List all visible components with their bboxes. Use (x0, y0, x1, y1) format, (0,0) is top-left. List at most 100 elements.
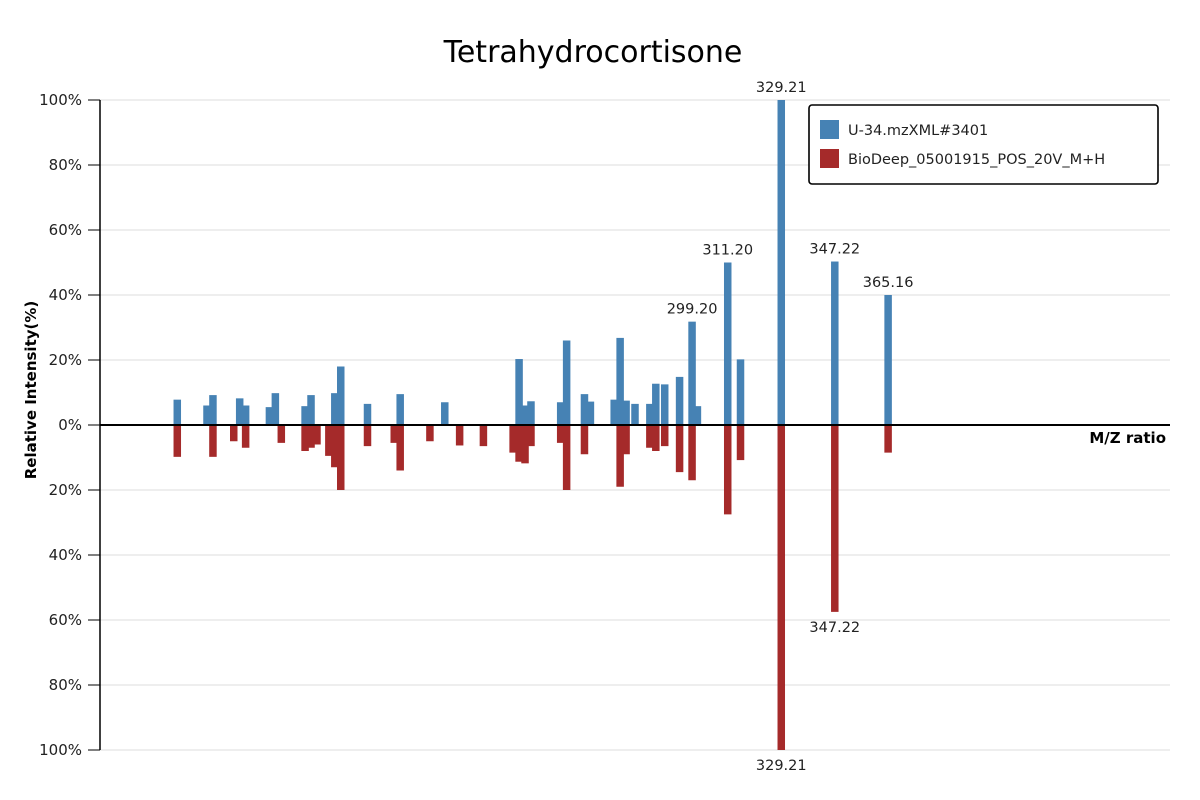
bar-query-peak (631, 403, 639, 425)
y-tick-label: 20% (49, 481, 82, 499)
bar-query-peak (271, 393, 280, 425)
bar-reference-peak (337, 425, 345, 490)
bar-reference-peak (777, 425, 786, 750)
bar-query-peak (527, 401, 535, 425)
bar-query-peak (693, 406, 702, 425)
bar-query-peak (562, 340, 571, 425)
bar-query-peak (173, 399, 182, 425)
y-tick-label: 20% (49, 351, 82, 369)
bar-reference-peak (884, 425, 892, 453)
bar-query-peak (331, 393, 339, 425)
bar-query-peak (777, 100, 786, 425)
legend-swatch-u34 (820, 120, 839, 139)
peak-label-reference: 347.22 (809, 620, 860, 636)
bar-query-peak (241, 405, 250, 425)
bar-reference-peak (301, 425, 309, 451)
bar-reference-peak (313, 425, 321, 445)
bar-reference-peak (723, 425, 732, 515)
peak-label-query: 347.22 (809, 242, 860, 258)
bar-reference-peak (325, 425, 333, 456)
bar-reference-peak (556, 425, 565, 443)
x-axis-title: M/Z ratio (1089, 429, 1166, 447)
y-tick-label: 80% (49, 156, 82, 174)
bar-reference-peak (736, 425, 745, 461)
bar-reference-peak (616, 425, 624, 487)
legend-swatch-biodeep (820, 149, 839, 168)
bar-query-peak (884, 295, 892, 425)
bar-reference-peak (646, 425, 654, 448)
peak-label-query: 365.16 (863, 275, 914, 291)
bar-query-peak (616, 337, 624, 425)
bar-reference-peak (521, 425, 529, 464)
bar-reference-peak (426, 425, 434, 442)
y-tick-label: 100% (39, 91, 82, 109)
bar-reference-peak (241, 425, 250, 448)
bar-query-peak (521, 405, 529, 425)
bar-reference-peak (831, 425, 839, 612)
bar-query-peak (396, 394, 404, 425)
bar-reference-peak (527, 425, 535, 447)
peak-label-query: 299.20 (667, 302, 718, 318)
y-tick-label: 0% (58, 416, 82, 434)
bar-query-peak (610, 399, 618, 425)
bar-reference-peak (562, 425, 571, 490)
bar-reference-peak (515, 425, 523, 462)
bar-query-peak (580, 394, 589, 425)
y-tick-label: 60% (49, 611, 82, 629)
bars (173, 100, 892, 750)
bar-query-peak (723, 262, 732, 425)
peak-label-reference: 329.21 (756, 758, 807, 774)
bar-query-peak (441, 402, 449, 425)
bar-query-peak (203, 405, 211, 425)
bar-reference-peak (277, 425, 286, 443)
bar-reference-peak (230, 425, 238, 442)
bar-reference-peak (675, 425, 684, 473)
bar-reference-peak (455, 425, 464, 446)
y-axis-title: Relative Intensity(%) (22, 301, 40, 480)
bar-reference-peak (580, 425, 589, 455)
bar-reference-peak (509, 425, 517, 453)
bar-reference-peak (390, 425, 398, 443)
bar-query-peak (235, 398, 244, 425)
bar-reference-peak (622, 425, 630, 455)
bar-reference-peak (479, 425, 488, 447)
peak-label-query: 329.21 (756, 80, 807, 96)
bar-query-peak (209, 395, 217, 425)
bar-reference-peak (363, 425, 372, 447)
peak-labels: 299.20 311.20 329.21 347.22 365.16 329.21 347.… (667, 80, 914, 774)
bar-query-peak (307, 395, 315, 425)
gridlines (100, 99, 1170, 751)
bar-query-peak (622, 400, 630, 425)
bar-query-peak (831, 261, 839, 425)
y-tick-label: 100% (39, 741, 82, 759)
y-tick-label: 60% (49, 221, 82, 239)
y-axis-ticks: 100% 80% 60% 40% 20% 0% 20% 40% 60% 80% 100% (39, 91, 100, 759)
bar-reference-peak (173, 425, 182, 457)
bar-query-peak (556, 402, 565, 425)
bar-reference-peak (660, 425, 669, 447)
bar-query-peak (736, 359, 745, 425)
bar-query-peak (301, 406, 309, 425)
bar-query-peak (646, 403, 654, 425)
bar-reference-peak (209, 425, 217, 457)
chart-title: Tetrahydrocortisone (443, 35, 743, 70)
legend-label-biodeep: BioDeep_05001915_POS_20V_M+H (848, 152, 1105, 168)
bar-query-peak (675, 376, 684, 425)
bar-reference-peak (307, 425, 315, 448)
bar-query-peak (363, 403, 372, 425)
bar-query-peak (688, 321, 696, 425)
bar-query-peak (265, 407, 274, 425)
bar-reference-peak (331, 425, 339, 468)
bar-reference-peak (396, 425, 404, 471)
y-tick-label: 80% (49, 676, 82, 694)
y-tick-label: 40% (49, 286, 82, 304)
legend: U-34.mzXML#3401 BioDeep_05001915_POS_20V… (808, 104, 1159, 185)
bar-reference-peak (652, 425, 660, 451)
bar-query-peak (652, 383, 660, 425)
bar-query-peak (586, 401, 595, 425)
bar-query-peak (337, 366, 345, 425)
bar-reference-peak (688, 425, 696, 481)
y-tick-label: 40% (49, 546, 82, 564)
bar-query-peak (660, 384, 669, 425)
